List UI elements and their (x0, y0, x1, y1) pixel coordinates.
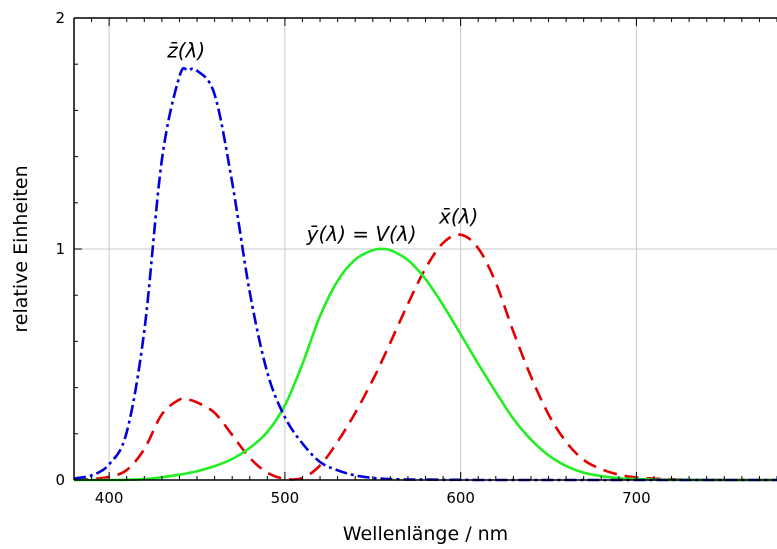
x-tick-label: 500 (271, 489, 300, 507)
x-tick-label: 400 (95, 489, 124, 507)
curve-labels: z̄(λ) ȳ(λ) = V(λ) x̄(λ) (166, 38, 478, 246)
y-tick-label: 0 (55, 471, 65, 489)
label-x-bar: x̄(λ) (438, 205, 478, 229)
x-tick-label: 600 (446, 489, 475, 507)
label-y-bar: ȳ(λ) = V(λ) (306, 222, 417, 246)
curves (73, 66, 777, 482)
series-line-2 (73, 66, 777, 482)
y-tick-label: 2 (55, 9, 65, 27)
y-tick-label: 1 (55, 240, 65, 258)
x-tick-label: 700 (622, 489, 651, 507)
series-line-1 (74, 247, 777, 482)
y-axis-title: relative Einheiten (10, 165, 32, 332)
ticks: 400 500 600 700 0 1 2 (55, 9, 777, 507)
grid (74, 18, 777, 480)
series-line-0 (73, 233, 777, 482)
label-z-bar: z̄(λ) (166, 38, 205, 62)
x-axis-title: Wellenlänge / nm (343, 523, 508, 545)
